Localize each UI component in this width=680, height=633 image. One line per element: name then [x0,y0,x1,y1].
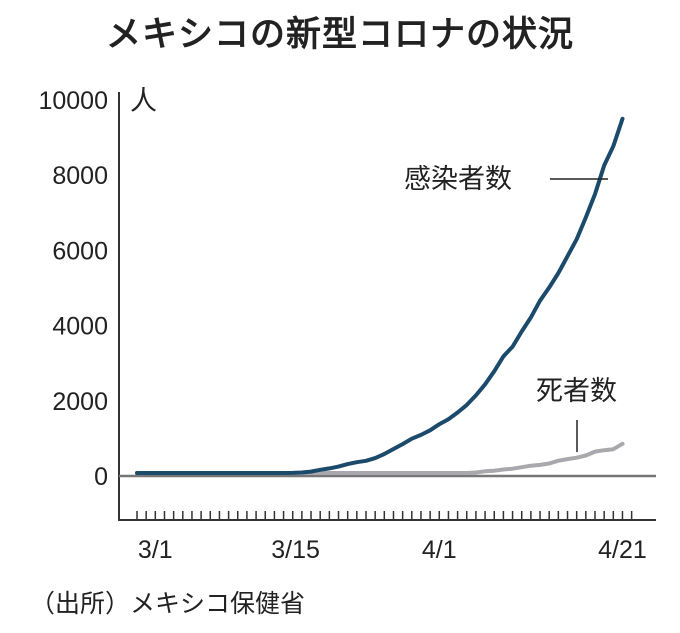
source-note: （出所）メキシコ保健省 [30,589,306,618]
x-tick-label: 3/15 [271,536,320,564]
y-tick-label: 2000 [52,388,108,416]
y-tick-label: 0 [94,463,108,491]
series-line-deaths [135,441,625,475]
series-label-cases: 感染者数 [404,164,512,195]
x-tick-label: 3/1 [138,536,173,564]
series-label-deaths: 死者数 [536,376,617,407]
y-tick-label: 6000 [52,237,108,265]
y-unit-label: 人 [130,86,157,117]
y-tick-label: 4000 [52,313,108,341]
y-tick-label: 8000 [52,162,108,190]
y-tick-label: 10000 [38,87,108,115]
x-tick-label: 4/1 [422,536,457,564]
x-tick-label: 4/21 [598,536,647,564]
series-line-cases [135,116,625,475]
chart-title: メキシコの新型コロナの状況 [105,15,574,55]
